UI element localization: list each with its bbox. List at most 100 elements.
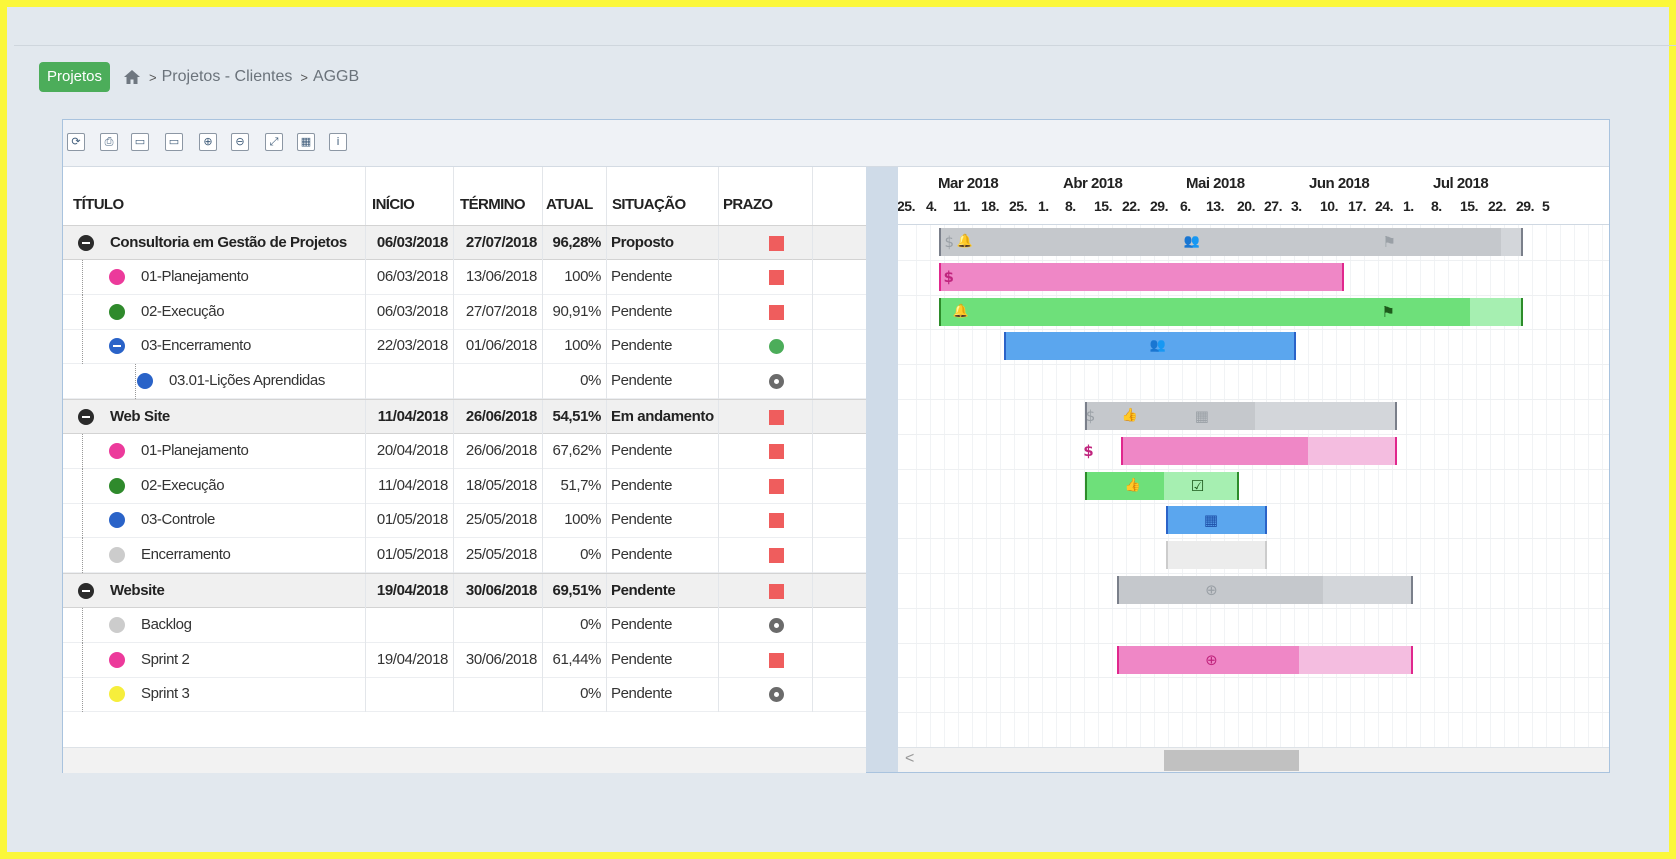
home-icon[interactable] [123,69,141,85]
column-header-actual[interactable]: ATUAL [543,167,607,225]
task-row[interactable]: Web Site 11/04/2018 26/06/2018 54,51% Em and… [63,399,866,435]
day-label: 17. [1348,198,1366,214]
task-row[interactable]: 03-Encerramento 22/03/2018 01/06/2018 100% P… [63,329,866,365]
status-cell: Pendente [607,677,719,713]
task-bar[interactable]: $ 👍 ▦ [1084,402,1398,430]
task-bar[interactable]: 👥 [1003,332,1296,361]
collapse-icon[interactable] [78,235,94,251]
breadcrumb-item-clients[interactable]: Projetos - Clientes [161,68,293,85]
start-date-cell [366,364,454,400]
breadcrumb-separator-icon: > [300,69,308,85]
day-label: 15. [1460,198,1478,214]
task-row[interactable]: Sprint 3 0% Pendente [63,677,866,713]
grid-line [1000,225,1001,747]
grid-line [1574,225,1575,747]
task-title: 02-Execução [141,302,225,320]
column-header-end[interactable]: TÉRMINO [454,167,543,225]
task-title: 02-Execução [141,476,225,494]
collapse-icon[interactable] [109,338,125,355]
month-label: Jun 2018 [1309,175,1370,192]
start-date-cell: 06/03/2018 [366,294,454,330]
grid-line [1028,225,1029,747]
task-bar[interactable]: ▦ [1165,506,1268,535]
task-row[interactable]: 02-Execução 11/04/2018 18/05/2018 51,7% Pend… [63,468,866,504]
print-icon[interactable]: ⎙ [100,133,118,151]
start-date-cell: 01/05/2018 [366,538,454,574]
task-row[interactable]: Backlog 0% Pendente [63,607,866,643]
task-bar[interactable]: $ 🔔 👥 ⚑ [938,228,1524,256]
task-bar[interactable]: 👍 ☑ [1084,471,1239,500]
projects-button[interactable]: Projetos [39,62,111,92]
task-bar-start [1165,506,1168,535]
month-label: Mar 2018 [938,175,999,192]
grid-line [1406,225,1407,747]
end-date-cell: 01/06/2018 [454,329,543,365]
task-row[interactable]: 01-Planejamento 20/04/2018 26/06/2018 67,62… [63,433,866,469]
grid-line [930,225,931,747]
task-bar-start [938,262,941,291]
grid-line [1560,225,1561,747]
task-bar[interactable] [1165,541,1268,570]
milestone-flag-icon: ⚑ [1381,302,1395,321]
task-bar[interactable]: ⊕ [1117,645,1414,674]
checklist-icon: ☑ [1190,476,1205,495]
column-header-status[interactable]: SITUAÇÃO [607,167,719,225]
refresh-icon[interactable]: ⟳ [67,133,85,151]
task-row[interactable]: 02-Execução 06/03/2018 27/07/2018 90,91% Pen… [63,294,866,330]
zoom-in-icon[interactable]: ⊕ [199,133,217,151]
status-cell: Pendente [607,503,719,539]
milestone-flag-icon: ⚑ [1382,233,1396,251]
deadline-late-icon [769,652,784,668]
status-dot-icon [109,686,125,703]
task-row[interactable]: 01-Planejamento 06/03/2018 13/06/2018 100% P… [63,259,866,295]
task-row[interactable]: Sprint 2 19/04/2018 30/06/2018 61,44% Penden… [63,642,866,678]
grid-line [1056,225,1057,747]
folder-icon[interactable]: ▭ [165,133,183,151]
day-label: 4. [926,198,937,214]
zoom-fit-icon[interactable]: ⤢ [265,133,283,151]
column-header-title[interactable]: TÍTULO [63,167,366,225]
task-row[interactable]: Encerramento 01/05/2018 25/05/2018 0% Penden… [63,538,866,574]
task-title: Website [110,582,165,599]
day-label: 10. [1320,198,1338,214]
gantt-panel: ⟳ ⎙ ▭ ▭ ⊕ ⊖ ⤢ ▦ i TÍTULO INÍCIO TÉRMINO … [62,119,1610,773]
tree-line [82,538,83,574]
end-date-cell: 30/06/2018 [454,574,543,609]
task-bar[interactable]: $ [1083,436,1398,465]
task-bar[interactable]: ⊕ [1117,576,1414,604]
breadcrumb-item-current: AGGB [312,68,360,85]
column-header-deadline[interactable]: PRAZO [719,167,813,225]
calendar-icon: ▦ [1194,407,1209,425]
task-row[interactable]: Consultoria em Gestão de Projetos 06/03/2… [63,225,866,261]
start-date-cell: 11/04/2018 [366,468,454,504]
grid-line [1532,225,1533,747]
day-label: 13. [1206,198,1224,214]
horizontal-scrollbar[interactable]: < [898,747,1609,772]
info-icon[interactable]: i [329,133,347,151]
task-bar-start [1117,576,1120,604]
deadline-cell [719,642,813,678]
scrollbar-thumb[interactable] [1164,750,1299,771]
task-row[interactable]: 03-Controle 01/05/2018 25/05/2018 100% Pende… [63,503,866,539]
task-bar[interactable]: 🔔 ⚑ [938,297,1524,326]
gantt-chart: Mar 2018 Abr 2018 Mai 2018 Jun 2018 Jul 2018… [898,167,1609,772]
title-cell: Website [63,574,366,609]
task-bar-progress [1121,436,1308,465]
collapse-icon[interactable] [78,583,94,599]
task-row[interactable]: Website 19/04/2018 30/06/2018 69,51% Pendent… [63,573,866,609]
grid-line [1504,225,1505,747]
collapse-icon[interactable] [78,409,94,425]
deadline-late-icon [769,443,784,459]
task-row[interactable]: 03.01-Lições Aprendidas 0% Pendente [63,364,866,400]
deadline-cell [719,538,813,574]
column-header-start[interactable]: INÍCIO [366,167,454,225]
task-bar[interactable]: $ [938,262,1345,291]
calendar-icon[interactable]: ▦ [297,133,315,151]
status-dot-icon [109,547,125,564]
zoom-out-icon[interactable]: ⊖ [231,133,249,151]
panel-splitter[interactable] [866,167,898,772]
scroll-left-icon[interactable]: < [905,750,915,767]
calendar-icon: ▦ [1203,511,1219,530]
deadline-cell [719,259,813,295]
open-folder-icon[interactable]: ▭ [131,133,149,151]
